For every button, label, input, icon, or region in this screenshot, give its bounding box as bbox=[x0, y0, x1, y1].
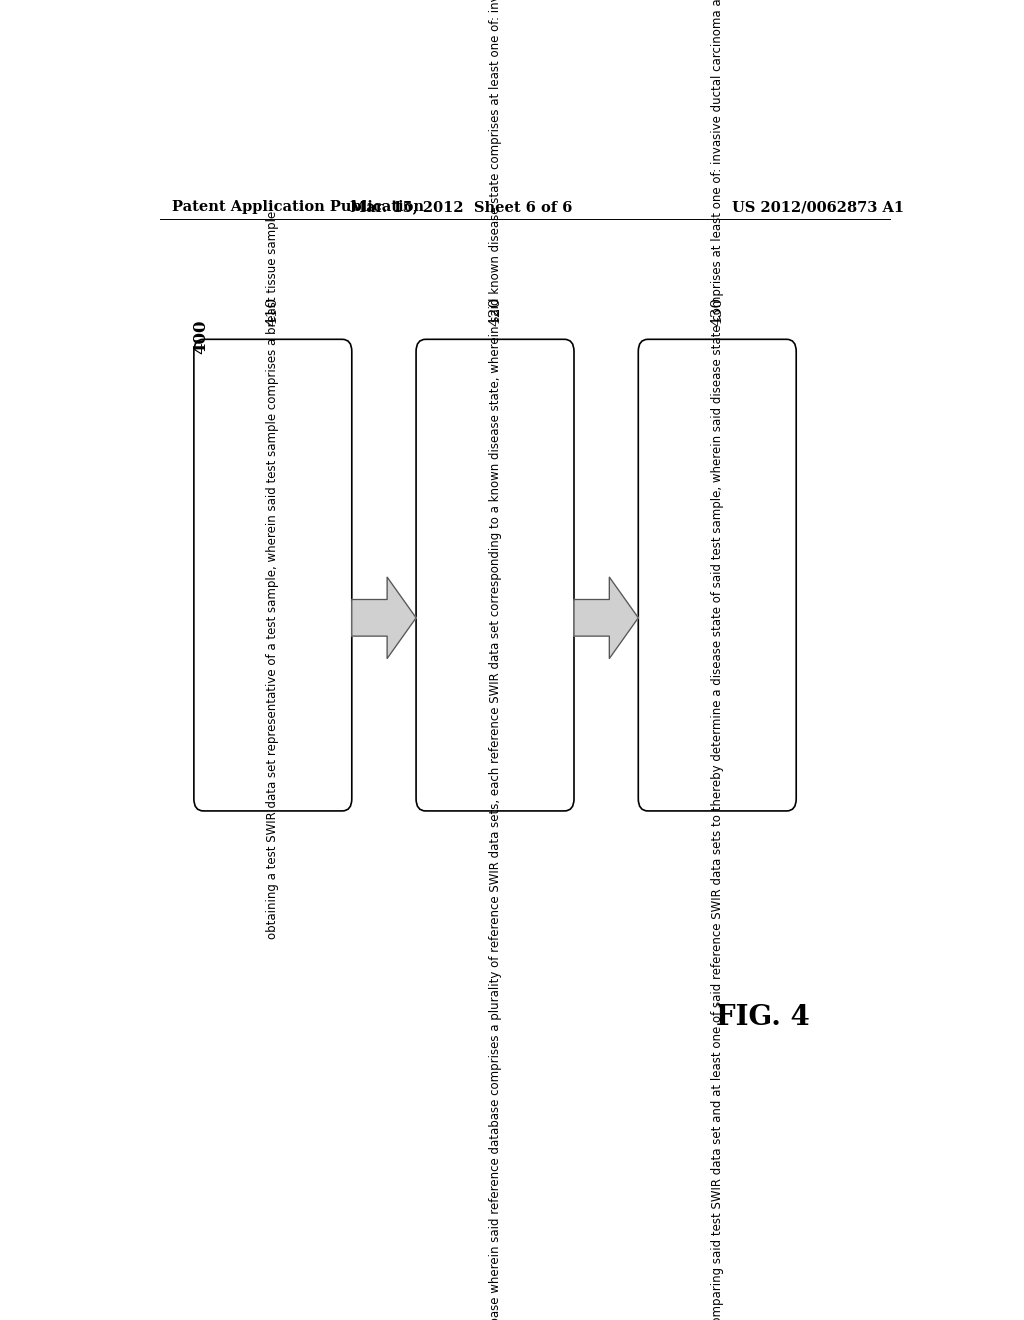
Text: FIG. 4: FIG. 4 bbox=[716, 1003, 810, 1031]
Text: US 2012/0062873 A1: US 2012/0062873 A1 bbox=[732, 201, 904, 214]
Text: Mar. 15, 2012  Sheet 6 of 6: Mar. 15, 2012 Sheet 6 of 6 bbox=[350, 201, 572, 214]
Text: 430: 430 bbox=[711, 297, 724, 326]
Polygon shape bbox=[352, 577, 416, 659]
Text: 420: 420 bbox=[488, 297, 502, 326]
Text: obtaining a test SWIR data set representative of a test sample, wherein said tes: obtaining a test SWIR data set represent… bbox=[266, 211, 280, 940]
Polygon shape bbox=[574, 577, 638, 659]
FancyBboxPatch shape bbox=[416, 339, 574, 810]
FancyBboxPatch shape bbox=[638, 339, 797, 810]
Text: 410: 410 bbox=[266, 297, 280, 326]
FancyBboxPatch shape bbox=[194, 339, 352, 810]
Text: 400: 400 bbox=[193, 319, 210, 354]
Text: comparing said test SWIR data set and at least one of said reference SWIR data s: comparing said test SWIR data set and at… bbox=[711, 0, 724, 1320]
Text: providing a reference database wherein said reference database comprises a plura: providing a reference database wherein s… bbox=[488, 0, 502, 1320]
Text: Patent Application Publication: Patent Application Publication bbox=[172, 201, 424, 214]
